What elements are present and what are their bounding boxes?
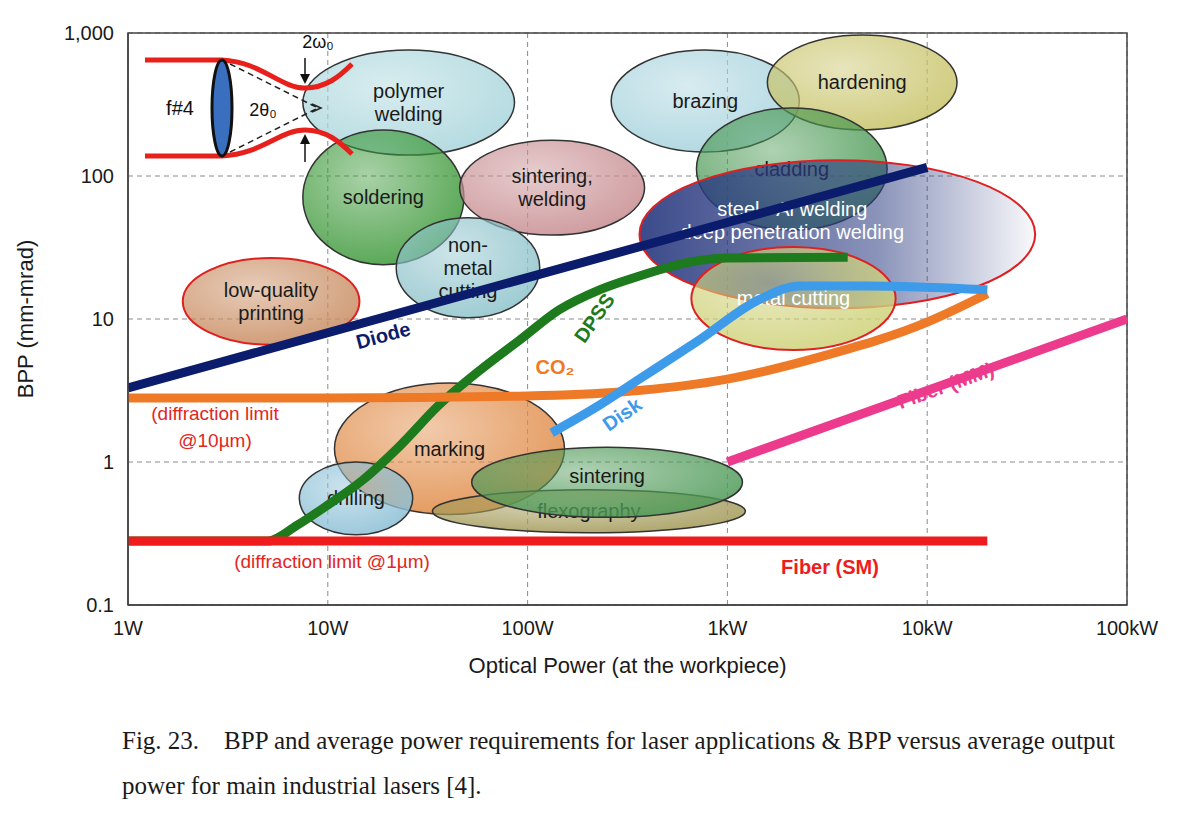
svg-text:100kW: 100kW (1096, 617, 1158, 639)
svg-text:drilling: drilling (327, 487, 385, 510)
svg-text:10: 10 (92, 308, 114, 330)
html-text:metal: metal (443, 256, 493, 279)
svg-text:Fiber (SM): Fiber (SM) (781, 556, 879, 578)
svg-text:sintering,welding: sintering,welding (512, 165, 593, 210)
svg-text:BPP (mm-mrad): BPP (mm-mrad) (13, 240, 38, 399)
svg-text:1W: 1W (113, 617, 143, 639)
html-text:steel - Al welding: steel - Al welding (717, 197, 868, 220)
svg-text:(diffraction limit@10µm): (diffraction limit@10µm) (151, 403, 279, 451)
svg-text:10W: 10W (307, 617, 348, 639)
svg-text:1,000: 1,000 (64, 22, 114, 44)
svg-text:marking: marking (414, 438, 485, 460)
svg-text:CO₂: CO₂ (536, 356, 575, 378)
svg-text:brazing: brazing (672, 90, 738, 112)
svg-text:10kW: 10kW (902, 617, 953, 639)
svg-text:1kW: 1kW (707, 617, 747, 639)
svg-text:f#4: f#4 (166, 97, 194, 119)
svg-text:Diode: Diode (354, 317, 413, 353)
svg-text:hardening: hardening (818, 71, 907, 93)
svg-text:Disk: Disk (598, 393, 646, 436)
svg-text:(diffraction limit @1µm): (diffraction limit @1µm) (234, 551, 430, 572)
svg-text:Optical Power (at the workpiec: Optical Power (at the workpiece) (469, 653, 787, 678)
svg-text:2θ₀: 2θ₀ (249, 100, 277, 120)
html-text:non-: non- (448, 233, 488, 256)
svg-text:soldering: soldering (343, 186, 424, 208)
svg-text:Fiber (MM): Fiber (MM) (894, 358, 997, 413)
html-text:deep penetration welding: deep penetration welding (680, 220, 905, 243)
svg-text:sintering: sintering (569, 465, 645, 487)
html-text:Fig. 23. BPP and average power: Fig. 23. BPP and average power requireme… (122, 727, 1122, 799)
svg-text:low-qualityprinting: low-qualityprinting (224, 279, 318, 324)
html-text:cutting: cutting (438, 279, 498, 302)
svg-text:polymerwelding: polymerwelding (373, 80, 444, 125)
svg-text:2ω₀: 2ω₀ (302, 32, 334, 52)
svg-text:0.1: 0.1 (86, 594, 114, 616)
svg-text:DPSS: DPSS (570, 289, 619, 346)
svg-text:1: 1 (103, 451, 114, 473)
svg-text:100: 100 (81, 165, 114, 187)
svg-text:100W: 100W (501, 617, 553, 639)
svg-text:metal cutting: metal cutting (736, 287, 851, 310)
